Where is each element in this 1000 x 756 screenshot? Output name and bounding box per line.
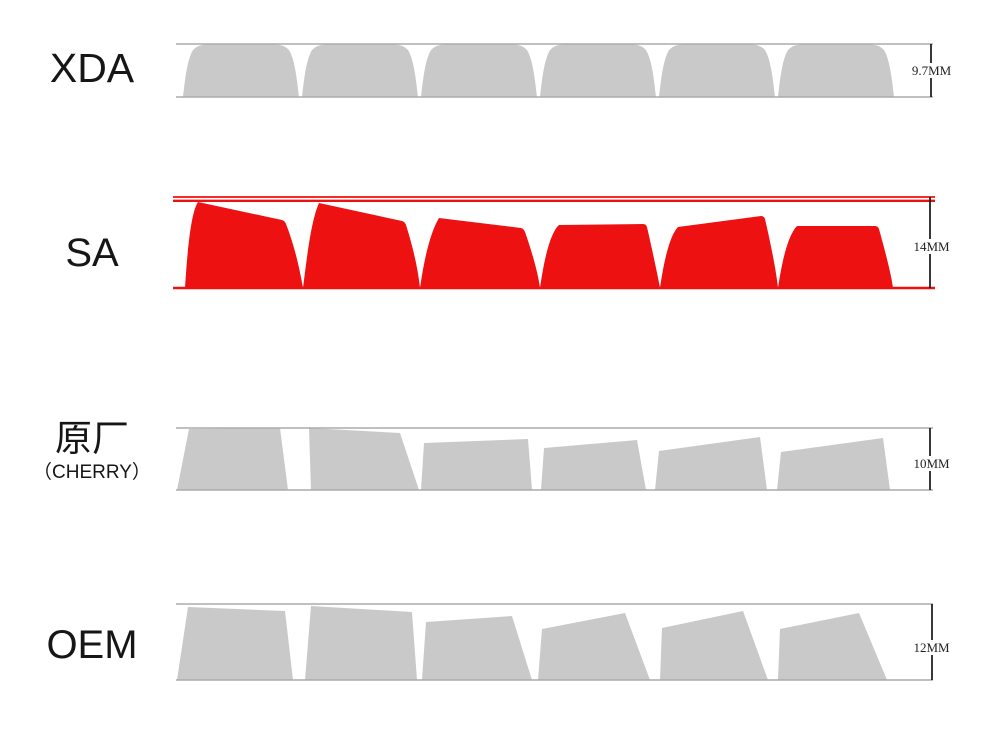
keycap-shape-oem xyxy=(177,607,293,680)
keycap-shape-xda xyxy=(659,44,775,97)
keycap-shape-sa xyxy=(660,216,778,288)
keycap-shape-oem xyxy=(422,616,532,680)
keycap-shape-cherry xyxy=(777,438,890,490)
keycap-shape-xda xyxy=(302,44,418,97)
profile-sublabel-cherry: （CHERRY） xyxy=(33,462,151,483)
keycap-shape-xda xyxy=(540,44,656,97)
keycap-row-sa xyxy=(173,196,935,290)
keycap-shape-oem xyxy=(660,611,768,680)
keycap-row-cherry xyxy=(176,427,933,491)
keycap-shape-sa xyxy=(540,224,660,288)
keycap-shape-cherry xyxy=(655,437,767,490)
keycap-shape-xda xyxy=(421,44,537,97)
height-label-oem: 12MM xyxy=(904,640,959,655)
keycap-row-oem xyxy=(176,603,933,681)
height-label-cherry: 10MM xyxy=(904,456,959,471)
keycap-shape-sa xyxy=(420,218,540,288)
keycap-shape-xda xyxy=(778,44,894,97)
keycap-shape-sa xyxy=(303,203,420,288)
keycap-shape-xda xyxy=(183,44,299,97)
profile-label-sa: SA xyxy=(65,231,119,275)
keycap-shape-cherry xyxy=(541,440,646,490)
keycap-shape-oem xyxy=(305,606,417,680)
profile-label-xda: XDA xyxy=(49,45,135,91)
profile-label-cherry: 原厂 xyxy=(55,418,129,459)
keycap-shape-sa xyxy=(778,226,893,288)
keycap-shape-cherry xyxy=(309,428,419,490)
keycap-shape-cherry xyxy=(421,439,532,490)
keycap-shape-oem xyxy=(778,613,887,680)
height-label-xda: 9.7MM xyxy=(904,63,959,78)
keycap-shape-cherry xyxy=(177,428,288,490)
profile-label-oem: OEM xyxy=(46,623,138,667)
keycap-shape-sa xyxy=(185,202,303,288)
keycap-shape-oem xyxy=(538,613,650,680)
height-label-sa: 14MM xyxy=(904,239,959,254)
keycap-row-xda xyxy=(176,43,933,98)
